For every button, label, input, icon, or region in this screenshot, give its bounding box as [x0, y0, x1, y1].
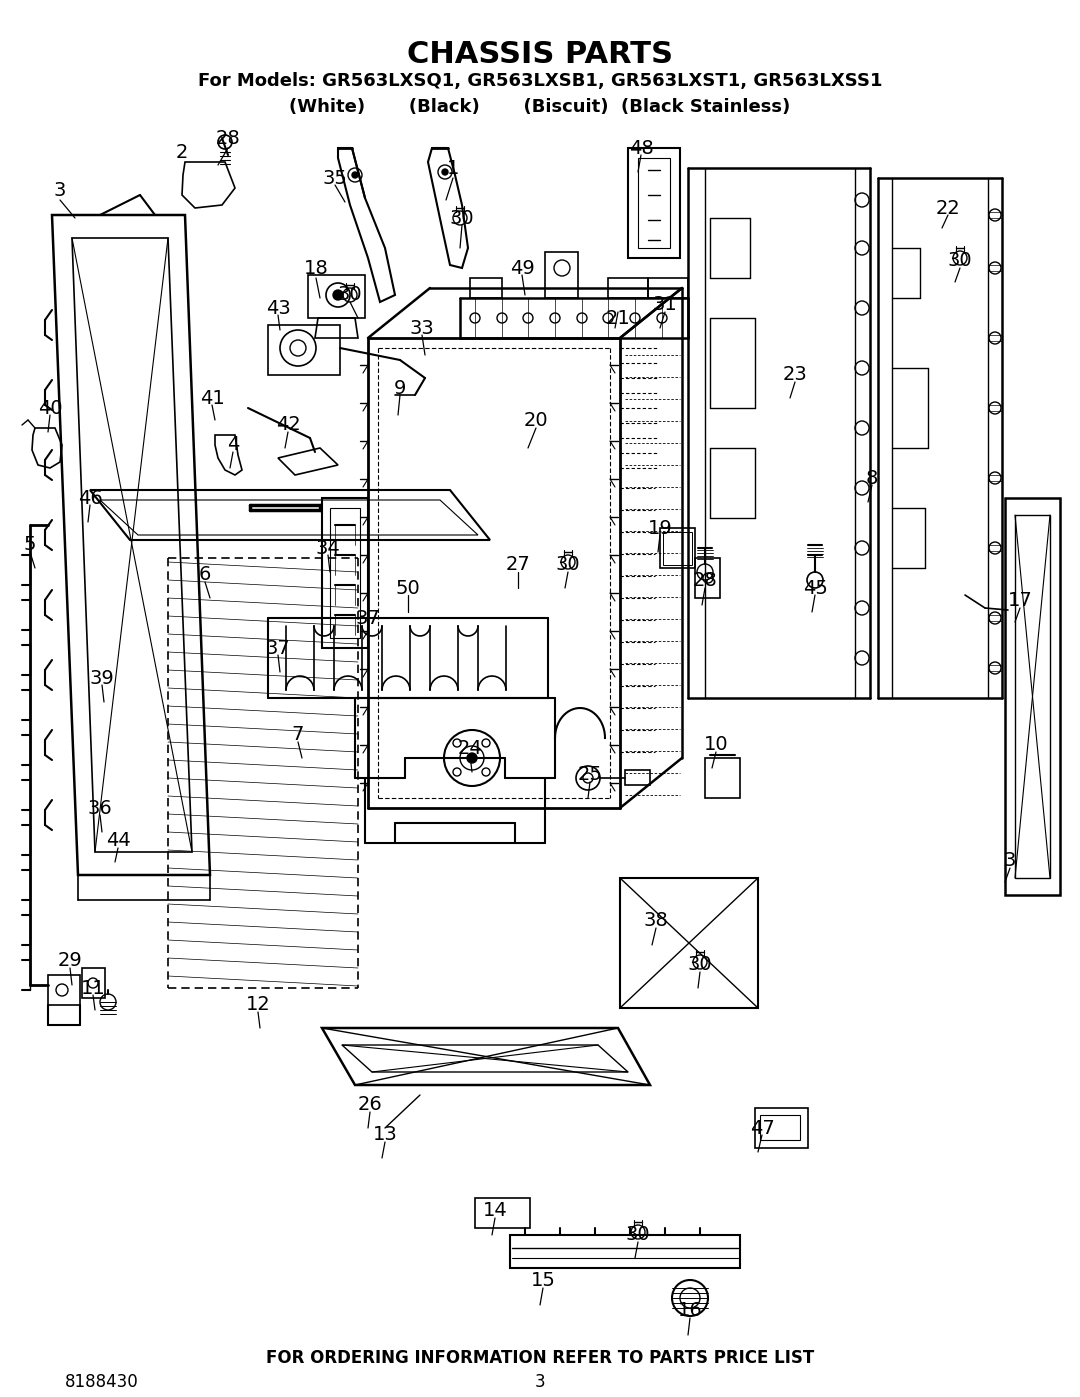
Bar: [760, 1115, 800, 1140]
Text: 30: 30: [688, 956, 713, 975]
Text: 48: 48: [629, 138, 653, 158]
Text: 31: 31: [652, 296, 677, 314]
Text: 37: 37: [355, 609, 380, 627]
Text: 6: 6: [199, 566, 212, 584]
Text: 38: 38: [644, 911, 669, 929]
Text: FOR ORDERING INFORMATION REFER TO PARTS PRICE LIST: FOR ORDERING INFORMATION REFER TO PARTS …: [266, 1350, 814, 1368]
Bar: [648, 278, 688, 298]
Text: 3: 3: [54, 180, 66, 200]
Text: 15: 15: [530, 1270, 555, 1289]
Text: 34: 34: [315, 538, 340, 557]
Bar: [608, 278, 648, 298]
Bar: [510, 1235, 740, 1268]
Text: 44: 44: [106, 830, 131, 849]
Text: 17: 17: [1008, 591, 1032, 609]
Text: 2: 2: [176, 142, 188, 162]
Text: 13: 13: [373, 1126, 397, 1144]
Bar: [625, 770, 650, 785]
Bar: [663, 532, 692, 564]
Circle shape: [442, 169, 448, 175]
Text: 30: 30: [947, 250, 972, 270]
Text: 5: 5: [24, 535, 37, 555]
Text: 25: 25: [578, 766, 603, 785]
Text: 50: 50: [395, 578, 420, 598]
Text: 30: 30: [625, 1225, 650, 1245]
Bar: [322, 497, 368, 648]
Text: 41: 41: [200, 388, 225, 408]
Text: 29: 29: [57, 950, 82, 970]
Text: 42: 42: [275, 415, 300, 434]
Text: 30: 30: [449, 208, 474, 228]
Bar: [308, 275, 365, 319]
Circle shape: [333, 291, 343, 300]
Text: 37: 37: [266, 638, 291, 658]
Text: 1: 1: [447, 158, 459, 177]
Text: 39: 39: [90, 669, 114, 687]
Text: 46: 46: [78, 489, 103, 507]
Text: 28: 28: [216, 129, 241, 148]
Text: 35: 35: [323, 169, 348, 187]
Bar: [330, 509, 360, 638]
Text: 9: 9: [394, 379, 406, 398]
Text: CHASSIS PARTS: CHASSIS PARTS: [407, 41, 673, 68]
Text: For Models: GR563LXSQ1, GR563LXSB1, GR563LXST1, GR563LXSS1: For Models: GR563LXSQ1, GR563LXSB1, GR56…: [198, 73, 882, 89]
Bar: [1005, 497, 1059, 895]
Text: 3: 3: [535, 1373, 545, 1391]
Text: 36: 36: [87, 799, 112, 817]
Text: 27: 27: [505, 556, 530, 574]
Text: 43: 43: [266, 299, 291, 317]
Bar: [627, 148, 680, 258]
Text: 12: 12: [245, 996, 270, 1014]
Text: 8: 8: [866, 468, 878, 488]
Bar: [705, 759, 740, 798]
Text: 23: 23: [783, 366, 808, 384]
Text: 20: 20: [524, 411, 549, 429]
Text: 10: 10: [704, 735, 728, 754]
Circle shape: [467, 753, 477, 763]
Text: 28: 28: [692, 570, 717, 590]
Text: 19: 19: [648, 518, 673, 538]
Text: 22: 22: [935, 198, 960, 218]
Text: (White)       (Black)       (Biscuit)  (Black Stainless): (White) (Black) (Biscuit) (Black Stainle…: [289, 98, 791, 116]
Text: 8188430: 8188430: [65, 1373, 138, 1391]
Text: 49: 49: [510, 258, 535, 278]
Text: 26: 26: [357, 1095, 382, 1115]
Bar: [638, 158, 670, 249]
Text: 16: 16: [677, 1301, 702, 1320]
Bar: [48, 975, 80, 1004]
Bar: [470, 278, 502, 298]
Circle shape: [352, 172, 357, 177]
Text: 40: 40: [38, 398, 63, 418]
Bar: [660, 528, 696, 569]
Text: 3: 3: [1003, 851, 1016, 869]
Bar: [620, 877, 758, 1009]
Bar: [268, 326, 340, 374]
Text: 18: 18: [303, 258, 328, 278]
Text: 30: 30: [556, 556, 580, 574]
Text: 21: 21: [606, 309, 631, 327]
Text: 24: 24: [458, 739, 483, 757]
Text: 11: 11: [81, 978, 106, 997]
Text: 33: 33: [409, 319, 434, 338]
Bar: [755, 1108, 808, 1148]
Text: 47: 47: [750, 1119, 774, 1137]
Bar: [82, 968, 105, 997]
Text: 45: 45: [802, 578, 827, 598]
Text: 30: 30: [338, 285, 362, 305]
Text: 14: 14: [483, 1200, 508, 1220]
Bar: [475, 1199, 530, 1228]
Bar: [545, 251, 578, 298]
Bar: [696, 557, 720, 598]
Text: 7: 7: [292, 725, 305, 745]
Bar: [1015, 515, 1050, 877]
Text: 4: 4: [227, 436, 239, 454]
